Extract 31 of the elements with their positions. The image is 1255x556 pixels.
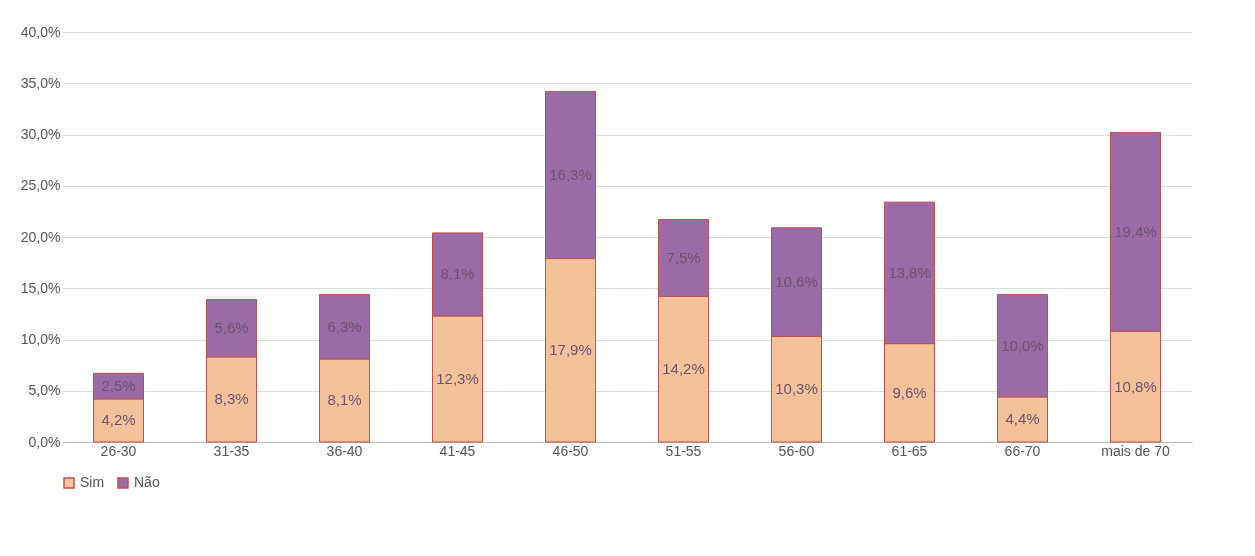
data-label: 12,3% [436, 369, 479, 387]
data-label: 4,4% [1005, 410, 1040, 428]
data-label: 10,3% [775, 380, 818, 398]
x-tick-label: 66-70 [1004, 442, 1041, 459]
y-tick-label: 30,0% [20, 126, 61, 142]
x-tick-label: 26-30 [100, 442, 137, 459]
x-tick-label: 36-40 [326, 442, 363, 459]
data-label: 14,2% [662, 360, 705, 378]
y-tick-label: 20,0% [20, 228, 61, 245]
x-tick-label: 51-55 [665, 442, 702, 459]
data-label: 9,6% [892, 383, 927, 401]
data-label: 4,2% [101, 411, 136, 429]
data-label: 10,8% [1114, 377, 1157, 395]
data-label: 8,3% [214, 390, 249, 408]
x-tick-label: mais de 70 [1101, 442, 1170, 459]
data-label: 8,1% [327, 391, 362, 409]
x-tick-label: 41-45 [439, 442, 476, 459]
x-tick-label: 46-50 [552, 442, 589, 459]
y-tick-label: 25,0% [20, 177, 61, 194]
y-tick-label: 5,0% [28, 382, 61, 399]
x-tick-label: 61-65 [891, 442, 928, 459]
y-tick-label: 0,0% [28, 433, 61, 450]
y-tick-label: 10,0% [20, 331, 61, 347]
y-tick-label: 40,0% [20, 23, 61, 40]
data-label: 17,9% [549, 341, 592, 359]
x-tick-label: 56-60 [778, 442, 815, 459]
legend-label: Não [134, 474, 160, 490]
x-tick-label: 31-35 [213, 442, 250, 459]
y-tick-label: 15,0% [20, 279, 61, 296]
legend-label: Sim [80, 474, 105, 490]
y-tick-label: 35,0% [20, 74, 61, 91]
